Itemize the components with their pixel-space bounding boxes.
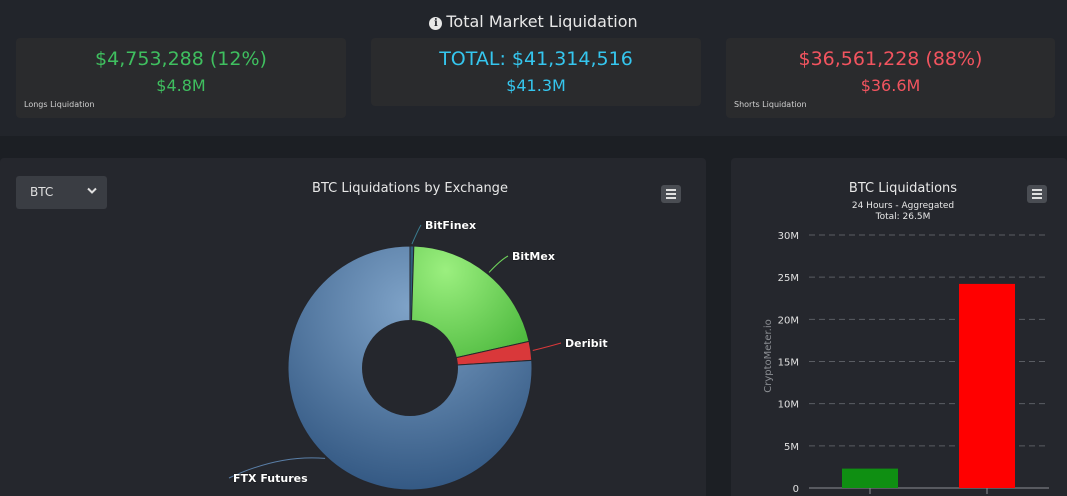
longs-label: Longs Liquidation: [24, 100, 95, 109]
pie-menu-button[interactable]: [661, 185, 681, 203]
longs-amount: $4,753,288 (12%): [95, 48, 267, 70]
y-axis-title: CryptoMeter.io: [763, 319, 774, 393]
y-tick-label: 10M: [778, 400, 799, 411]
longs-card: $4,753,288 (12%) $4.8M Longs Liquidation: [16, 38, 346, 118]
y-tick-label: 5M: [784, 442, 799, 453]
pie-connector-bitmex: [488, 255, 509, 273]
pie-connector-ftx-futures: [228, 457, 326, 479]
bar-menu-button[interactable]: [1027, 185, 1047, 203]
pie-chart: BitFinex BitMex Deribit FTX Futures: [228, 219, 608, 491]
shorts-label: Shorts Liquidation: [734, 100, 807, 109]
pie-hole: [362, 320, 458, 416]
longs-short: $4.8M: [156, 76, 206, 95]
pie-label-bitmex: BitMex: [512, 250, 555, 263]
total-card: TOTAL: $41,314,516 $41.3M: [371, 38, 701, 106]
bar-longs[interactable]: [842, 468, 898, 488]
header-title-row: i Total Market Liquidation: [0, 12, 1067, 31]
coin-select-value: BTC: [30, 185, 54, 199]
y-tick-label: 20M: [778, 315, 799, 326]
y-tick-label: 25M: [778, 273, 799, 284]
coin-select[interactable]: BTC: [16, 176, 107, 209]
pie-connector-deribit: [532, 342, 562, 352]
header-title: Total Market Liquidation: [446, 12, 638, 31]
bar-chart-subtitle: 24 Hours - Aggregated: [851, 201, 955, 211]
pie-connector-bitfinex: [411, 224, 422, 245]
y-tick-label: 0: [793, 484, 799, 495]
pie-label-deribit: Deribit: [565, 337, 608, 350]
pie-chart-title: BTC Liquidations by Exchange: [312, 181, 508, 196]
y-tick-label: 30M: [778, 231, 799, 242]
total-amount: TOTAL: $41,314,516: [439, 48, 633, 70]
info-icon: i: [429, 17, 443, 30]
chevron-down-icon: [87, 187, 97, 194]
bar-chart: CryptoMeter.io 0 5M 10M 15M 20M 25M 30M: [763, 231, 1049, 495]
pie-label-bitfinex: BitFinex: [425, 219, 476, 232]
y-tick-label: 15M: [778, 358, 799, 369]
total-short: $41.3M: [506, 76, 566, 95]
pie-label-ftx-futures: FTX Futures: [233, 472, 308, 485]
bar-chart-total: Total: 26.5M: [875, 212, 931, 222]
summary-header: i Total Market Liquidation $4,753,288 (12…: [0, 0, 1067, 136]
bar-chart-title: BTC Liquidations: [848, 181, 958, 196]
shorts-card: $36,561,228 (88%) $36.6M Shorts Liquidat…: [726, 38, 1055, 118]
shorts-short: $36.6M: [860, 76, 921, 95]
shorts-amount: $36,561,228 (88%): [798, 48, 983, 70]
bar-shorts[interactable]: [959, 283, 1015, 488]
